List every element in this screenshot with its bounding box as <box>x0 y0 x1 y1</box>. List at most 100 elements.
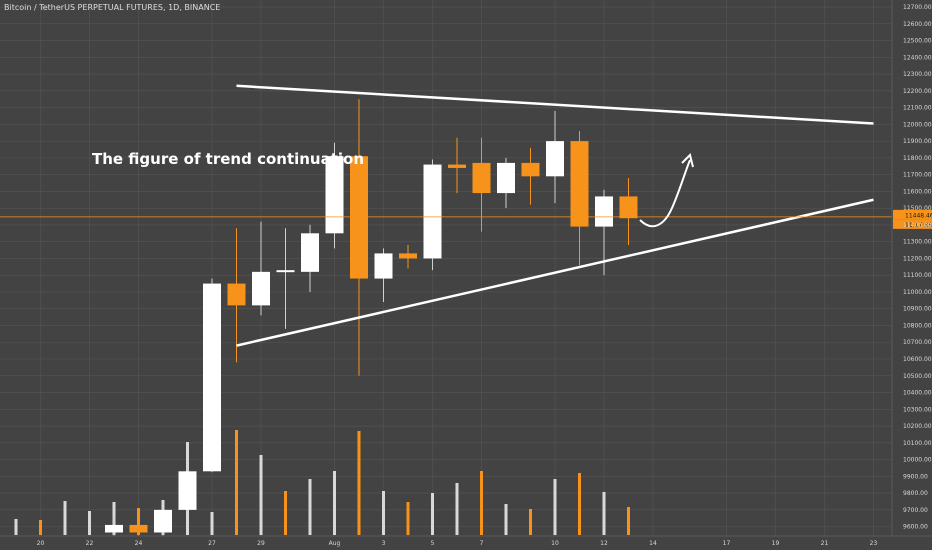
volume-bar <box>259 455 263 535</box>
volume-bar <box>578 473 581 535</box>
volume-bar <box>235 430 238 535</box>
x-tick-label: 29 <box>257 540 265 547</box>
candle-body[interactable] <box>276 270 295 273</box>
candle-body[interactable] <box>129 524 148 533</box>
y-tick-label: 10600.00 <box>903 356 932 363</box>
y-tick-label: 11600.00 <box>903 188 932 195</box>
volume-bar <box>406 502 410 535</box>
price-line-layer: 11448.46 11:17:35 <box>0 209 932 229</box>
trendline-lower-support[interactable] <box>236 198 874 347</box>
candle-body[interactable] <box>252 271 270 306</box>
volume-bar <box>357 431 361 535</box>
candle-body[interactable] <box>570 141 589 227</box>
y-tick-label: 10200.00 <box>903 423 932 430</box>
x-tick-label: 20 <box>37 540 45 547</box>
candle-layer <box>105 99 638 536</box>
candle-body[interactable] <box>423 164 442 259</box>
countdown-label: 11:17:35 <box>905 222 932 229</box>
candle-body[interactable] <box>154 509 172 533</box>
x-tick-label: 5 <box>431 540 435 547</box>
candle-body[interactable] <box>546 141 564 177</box>
candle-body[interactable] <box>448 164 466 168</box>
volume-bar <box>382 491 385 535</box>
y-tick-label: 9900.00 <box>903 473 928 480</box>
x-tick-label: 22 <box>86 540 94 547</box>
candle-body[interactable] <box>595 196 613 227</box>
y-tick-label: 10700.00 <box>903 339 932 346</box>
volume-bar <box>504 504 508 535</box>
y-tick-label: 9800.00 <box>903 490 928 497</box>
y-tick-label: 12000.00 <box>903 121 932 128</box>
volume-bar <box>284 491 287 535</box>
volume-bar <box>308 479 312 535</box>
x-tick-label: 14 <box>649 540 657 547</box>
candle-body[interactable] <box>203 283 221 472</box>
x-tick-label: 27 <box>208 540 216 547</box>
candle-body[interactable] <box>350 156 368 279</box>
y-tick-label: 11300.00 <box>903 239 932 246</box>
x-tick-label: 7 <box>480 540 484 547</box>
volume-bar <box>602 492 606 535</box>
volume-bar <box>431 493 434 535</box>
trend-layer <box>236 84 874 347</box>
trendline-upper-resistance[interactable] <box>236 84 874 125</box>
candle-body[interactable] <box>619 196 638 219</box>
volume-bar <box>455 483 459 535</box>
volume-bar <box>39 520 42 535</box>
volume-bar <box>63 501 67 535</box>
volume-bar <box>627 507 630 535</box>
y-tick-label: 11000.00 <box>903 289 932 296</box>
x-tick-label: 19 <box>772 540 780 547</box>
annotation-text: The figure of trend continuation <box>92 150 364 168</box>
y-tick-label: 12400.00 <box>903 54 932 61</box>
x-tick-label: 12 <box>600 540 608 547</box>
y-tick-label: 10500.00 <box>903 373 932 380</box>
x-tick-label: 23 <box>870 540 878 547</box>
candle-body[interactable] <box>521 162 540 177</box>
candle-body[interactable] <box>497 162 515 194</box>
y-tick-label: 12300.00 <box>903 71 932 78</box>
y-tick-label: 10100.00 <box>903 440 932 447</box>
y-tick-label: 10000.00 <box>903 457 932 464</box>
y-tick-label: 10800.00 <box>903 322 932 329</box>
current-price-badge <box>893 209 932 220</box>
y-tick-label: 11900.00 <box>903 138 932 145</box>
x-tick-label: Aug <box>329 540 341 547</box>
current-price-label: 11448.46 <box>905 212 932 219</box>
candle-body[interactable] <box>325 156 344 234</box>
chart-title: Bitcoin / TetherUS PERPETUAL FUTURES, 1D… <box>4 3 220 12</box>
x-tick-label: 21 <box>821 540 829 547</box>
x-tick-label: 24 <box>135 540 143 547</box>
x-tick-label: 10 <box>551 540 559 547</box>
y-tick-label: 11500.00 <box>903 205 932 212</box>
volume-bar <box>480 471 483 535</box>
candle-body[interactable] <box>374 253 393 279</box>
y-tick-label: 10900.00 <box>903 306 932 313</box>
candle-body[interactable] <box>105 524 123 533</box>
candle-body[interactable] <box>301 233 319 272</box>
candle-body[interactable] <box>178 471 197 510</box>
axis-layer: 12700.00 12600.00 12500.00 12400.00 12300.00… <box>37 4 932 547</box>
countdown-badge <box>893 219 932 229</box>
y-tick-label: 12700.00 <box>903 4 932 11</box>
y-tick-label: 11700.00 <box>903 172 932 179</box>
volume-bar <box>529 509 532 535</box>
y-tick-label: 11200.00 <box>903 255 932 262</box>
y-tick-label: 12200.00 <box>903 88 932 95</box>
y-tick-label: 10400.00 <box>903 390 932 397</box>
y-tick-label: 12100.00 <box>903 105 932 112</box>
y-tick-label: 11400.00 <box>903 222 932 229</box>
candle-body[interactable] <box>227 283 246 306</box>
candle-body[interactable] <box>399 253 417 259</box>
volume-bar <box>88 511 91 535</box>
y-tick-label: 10300.00 <box>903 406 932 413</box>
y-tick-label: 12600.00 <box>903 21 932 28</box>
forecast-arrow-head-icon <box>681 153 694 168</box>
volume-bar <box>553 479 557 535</box>
forecast-arrow <box>639 159 691 228</box>
candle-body[interactable] <box>472 162 491 194</box>
y-tick-label: 11800.00 <box>903 155 932 162</box>
volume-bar <box>14 519 18 535</box>
